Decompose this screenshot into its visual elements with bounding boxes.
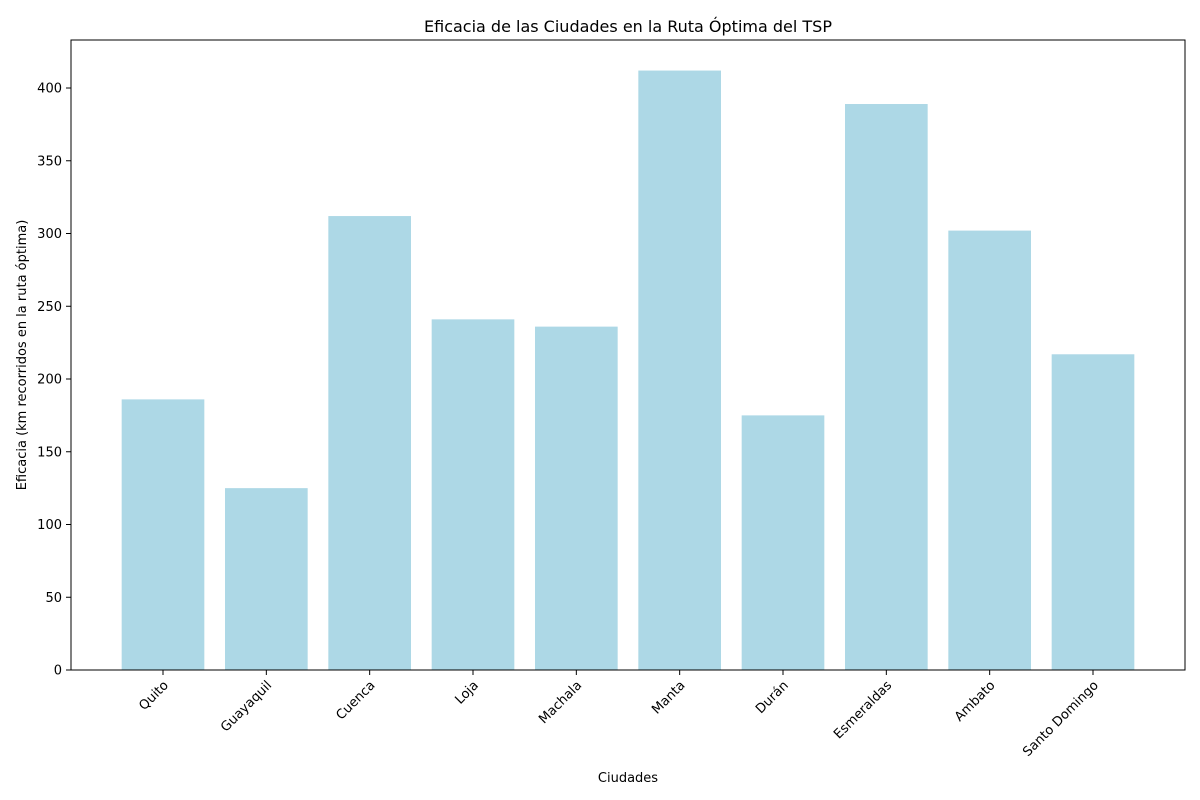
y-tick-label: 100 (37, 518, 62, 533)
bar-durán (741, 415, 825, 670)
plot-frame (70, 39, 1186, 671)
bar-quito (121, 399, 205, 670)
x-tick-label: Esmeraldas (831, 678, 895, 742)
chart-title: Eficacia de las Ciudades en la Ruta Ópti… (424, 17, 832, 36)
y-tick-label: 200 (37, 373, 62, 388)
bar-esmeraldas (845, 104, 928, 670)
y-tick-label: 0 (54, 664, 62, 679)
bar-manta (638, 70, 721, 671)
y-axis-label: Eficacia (km recorridos en la ruta óptim… (15, 220, 30, 491)
x-tick-label: Ambato (952, 678, 999, 725)
x-tick-label: Durán (753, 678, 792, 717)
x-tick-label: Cuenca (333, 678, 378, 723)
y-axis-ticks: 0 50 100 150 200 250 300 350 400 (37, 82, 71, 679)
y-tick-label: 300 (37, 227, 62, 242)
x-axis-label: Ciudades (598, 771, 658, 786)
x-tick-label: Machala (536, 678, 585, 727)
x-tick-label: Guayaquil (218, 678, 275, 735)
y-tick-label: 150 (37, 445, 62, 460)
y-tick-label: 50 (45, 591, 62, 606)
bar-guayaquil (225, 488, 308, 670)
y-tick-label: 350 (37, 154, 62, 169)
y-tick-label: 250 (37, 300, 62, 315)
bar-loja (431, 319, 515, 670)
bar-machala (535, 326, 618, 670)
bar-cuenca (328, 216, 411, 670)
x-tick-label: Loja (452, 678, 481, 707)
bar-santo-domingo (1051, 354, 1135, 670)
bar-ambato (948, 230, 1031, 670)
x-axis-ticks: Quito Guayaquil Cuenca Loja Machala Manta Durá… (136, 670, 1102, 760)
y-tick-label: 400 (37, 82, 62, 97)
x-tick-label: Santo Domingo (1020, 678, 1102, 760)
x-tick-label: Manta (649, 678, 688, 717)
x-tick-label: Quito (136, 678, 171, 713)
bars-group (121, 70, 1135, 671)
